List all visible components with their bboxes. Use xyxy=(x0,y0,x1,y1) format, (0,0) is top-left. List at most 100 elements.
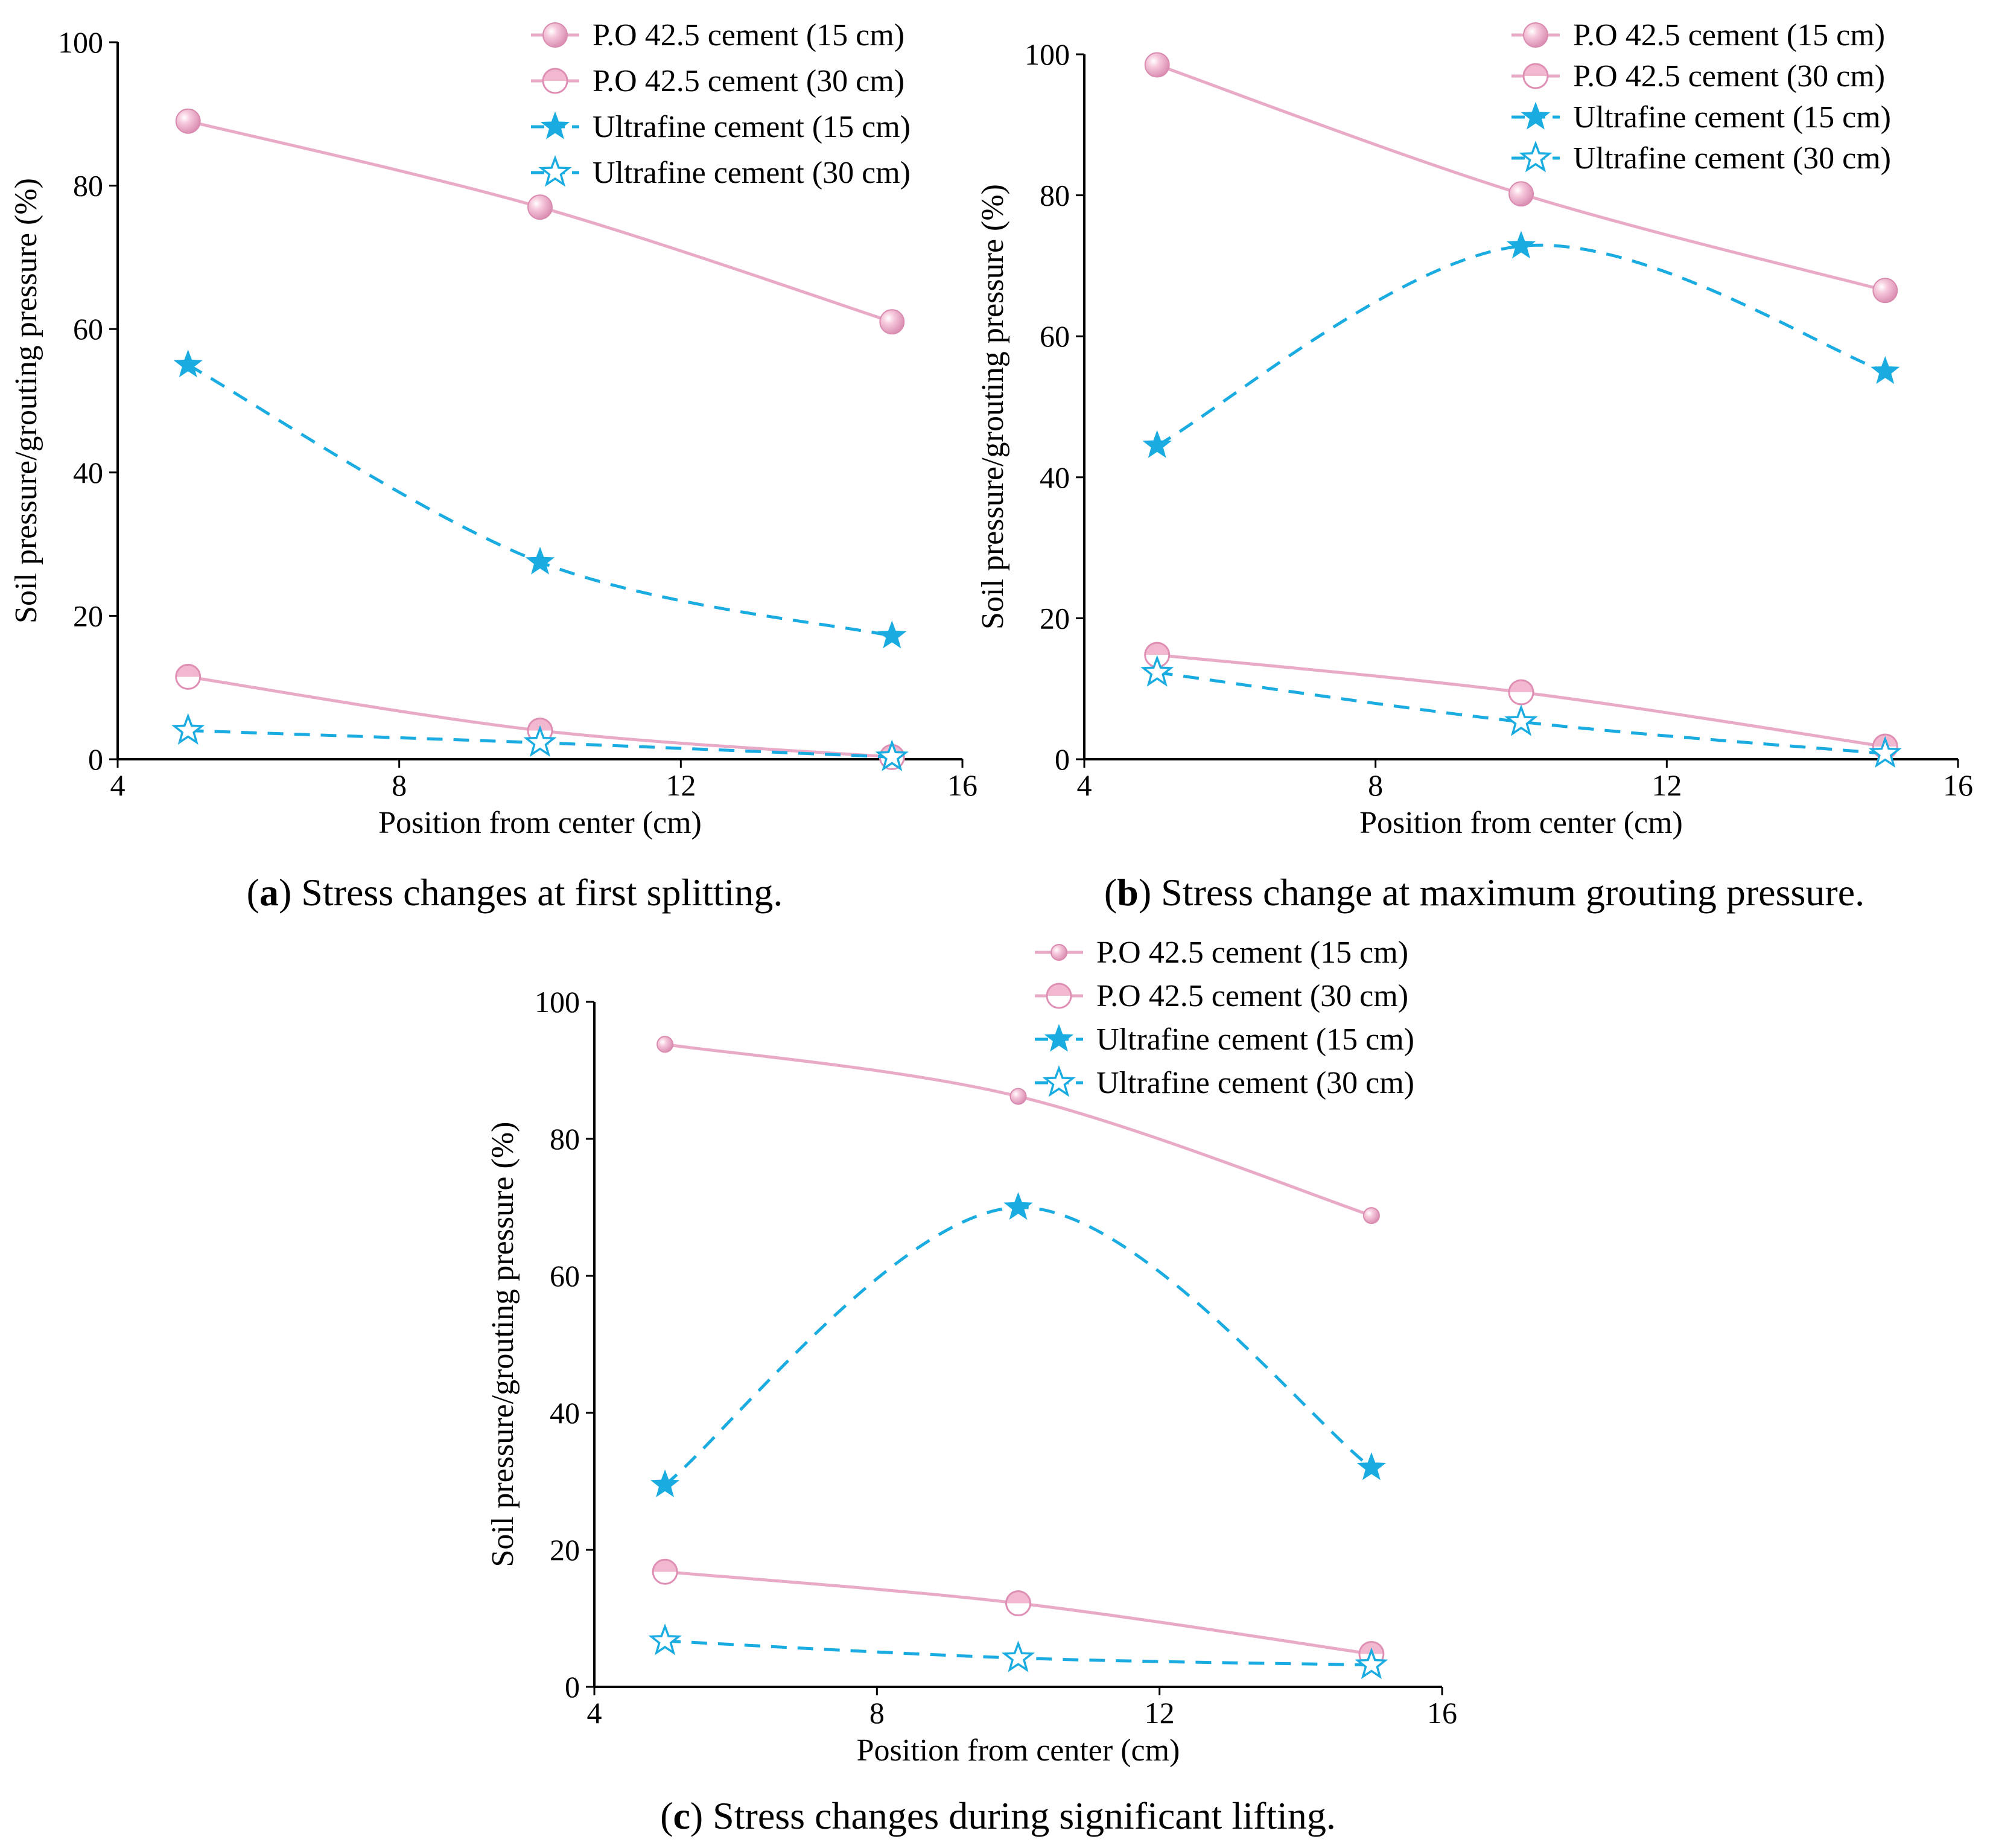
legend-label-4: Ultrafine cement (30 cm) xyxy=(593,156,911,190)
data-point-s3-2 xyxy=(1003,1192,1033,1220)
legend-marker-4 xyxy=(538,155,572,187)
legend-marker-2 xyxy=(542,68,568,94)
chart-panel-c: 4 8 12 16 0 20 40 60 80 100 Position from center (… xyxy=(486,935,1457,1768)
x-tick-label: 12 xyxy=(1651,768,1682,802)
x-tick-label: 8 xyxy=(392,768,407,802)
data-point-s4-3 xyxy=(1355,1647,1388,1680)
x-axis-label: Position from center (cm) xyxy=(857,1733,1180,1768)
x-tick-label: 16 xyxy=(1943,768,1973,802)
legend-label-1: P.O 42.5 cement (15 cm) xyxy=(1096,935,1408,970)
y-tick-label: 60 xyxy=(550,1259,580,1293)
y-tick-label: 0 xyxy=(565,1670,580,1704)
x-tick-label: 16 xyxy=(1427,1696,1457,1730)
y-tick-label: 100 xyxy=(58,25,103,59)
data-point-s1-3 xyxy=(1362,1207,1380,1225)
y-tick-label: 100 xyxy=(535,985,580,1019)
data-point-s3-1 xyxy=(173,349,203,378)
data-point-s3-1 xyxy=(650,1469,680,1497)
y-axis-label: Soil pressure/grouting pressure (%) xyxy=(976,184,1010,629)
y-axis-label: Soil pressure/grouting pressure (%) xyxy=(486,1122,520,1567)
series-line-3 xyxy=(1156,243,1886,447)
data-point-s2-2 xyxy=(1005,1590,1031,1616)
x-tick-label: 4 xyxy=(587,1696,602,1730)
y-tick-label: 20 xyxy=(550,1533,580,1567)
y-tick-label: 60 xyxy=(73,312,103,346)
series-line-3 xyxy=(664,1205,1373,1486)
y-tick-label: 100 xyxy=(1025,37,1070,71)
data-point-s1-1 xyxy=(175,108,201,134)
y-tick-label: 0 xyxy=(88,742,103,776)
x-tick-label: 16 xyxy=(947,768,977,802)
data-point-s3-3 xyxy=(1356,1452,1387,1480)
legend-marker-1 xyxy=(542,22,568,48)
x-axis-label: Position from center (cm) xyxy=(1359,806,1683,840)
y-tick-label: 80 xyxy=(73,169,103,203)
x-tick-label: 12 xyxy=(666,768,696,802)
legend-marker-2 xyxy=(1046,983,1072,1009)
data-point-s4-1 xyxy=(171,713,205,745)
legend-label-3: Ultrafine cement (15 cm) xyxy=(593,110,911,144)
data-point-s4-3 xyxy=(875,739,909,771)
y-tick-label: 40 xyxy=(1040,460,1070,494)
data-point-s4-2 xyxy=(1001,1640,1035,1672)
y-tick-label: 40 xyxy=(73,456,103,489)
data-point-s1-2 xyxy=(527,194,553,220)
data-point-s1-3 xyxy=(1872,278,1898,304)
data-point-s1-2 xyxy=(1009,1088,1027,1105)
legend-label-4: Ultrafine cement (30 cm) xyxy=(1096,1066,1414,1100)
y-tick-label: 80 xyxy=(550,1122,580,1156)
data-point-s3-2 xyxy=(1506,231,1536,259)
legend-marker-4 xyxy=(1042,1065,1076,1097)
x-tick-label: 4 xyxy=(1077,768,1092,802)
series-line-3 xyxy=(187,363,892,638)
legend-marker-3 xyxy=(540,111,570,139)
data-point-s1-3 xyxy=(879,309,905,335)
legend-label-1: P.O 42.5 cement (15 cm) xyxy=(1573,18,1885,53)
y-tick-label: 0 xyxy=(1055,742,1070,776)
x-tick-label: 8 xyxy=(1368,768,1383,802)
data-point-s2-2 xyxy=(1508,679,1534,706)
legend-label-2: P.O 42.5 cement (30 cm) xyxy=(593,64,904,98)
series-line-4 xyxy=(1157,671,1886,756)
data-point-s1-1 xyxy=(1144,52,1170,78)
chart-panel-b: 4 8 12 16 0 20 40 60 80 100 Position from center (… xyxy=(976,18,1973,840)
legend-label-3: Ultrafine cement (15 cm) xyxy=(1573,100,1891,135)
legend-marker-1 xyxy=(1523,22,1548,48)
series-line-1 xyxy=(1156,63,1886,292)
y-tick-label: 80 xyxy=(1040,179,1070,212)
data-point-s2-1 xyxy=(175,663,202,690)
legend-label-2: P.O 42.5 cement (30 cm) xyxy=(1573,59,1885,94)
y-tick-label: 40 xyxy=(550,1396,580,1430)
legend-marker-2 xyxy=(1522,63,1549,89)
legend-label-1: P.O 42.5 cement (15 cm) xyxy=(593,18,904,53)
chart-panel-a: 4 8 12 16 0 20 40 60 80 100 Position from center (… xyxy=(9,18,977,840)
y-axis-label: Soil pressure/grouting pressure (%) xyxy=(9,178,43,623)
data-point-s3-3 xyxy=(877,620,907,649)
legend-label-2: P.O 42.5 cement (30 cm) xyxy=(1096,979,1408,1013)
data-point-s1-2 xyxy=(1508,181,1534,207)
data-point-s2-1 xyxy=(652,1558,678,1585)
data-point-s4-1 xyxy=(1140,655,1174,687)
legend-label-4: Ultrafine cement (30 cm) xyxy=(1573,141,1891,176)
x-tick-label: 4 xyxy=(110,768,126,802)
legend-marker-3 xyxy=(1521,101,1551,130)
legend-marker-3 xyxy=(1044,1024,1074,1052)
series-line-1 xyxy=(188,119,893,323)
y-tick-label: 20 xyxy=(1040,601,1070,635)
data-point-s4-3 xyxy=(1868,736,1902,768)
legend-marker-4 xyxy=(1519,140,1553,173)
y-tick-label: 20 xyxy=(73,599,103,632)
data-point-s4-2 xyxy=(1504,704,1538,736)
y-tick-label: 60 xyxy=(1040,319,1070,353)
x-axis-label: Position from center (cm) xyxy=(378,806,702,840)
caption-c: (c) Stress changes during significant li… xyxy=(660,1794,1336,1837)
x-tick-label: 8 xyxy=(869,1696,885,1730)
data-point-s3-2 xyxy=(525,546,555,575)
data-point-s4-1 xyxy=(648,1623,682,1655)
legend-label-3: Ultrafine cement (15 cm) xyxy=(1096,1022,1414,1057)
data-point-s3-1 xyxy=(1142,430,1172,458)
data-point-s3-3 xyxy=(1871,356,1900,384)
caption-a: (a) Stress changes at first splitting. xyxy=(247,871,783,914)
data-point-s4-2 xyxy=(523,725,557,757)
